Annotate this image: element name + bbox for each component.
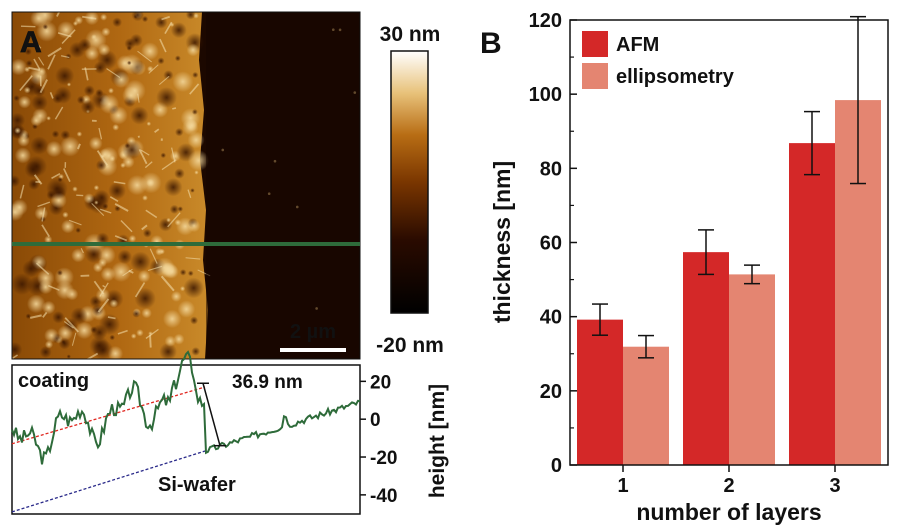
x-tick-label: 2 [723,475,734,497]
y-tick-label: 0 [551,455,562,477]
x-tick-label: 1 [617,475,628,497]
substrate-label: Si-wafer [158,474,236,496]
colorbar-max-label: 30 nm [380,23,441,46]
error-bar-AFM-1 [592,303,608,336]
profile-axis-label: height [nm] [426,384,449,498]
step-height-label: 36.9 nm [232,372,303,393]
profile-trace [11,350,361,465]
y-axis-label: thickness [nm] [489,161,515,323]
error-bar-ellipsometry-3 [850,15,866,185]
bar-AFM-2 [683,252,729,465]
profile-tick-label: 0 [370,410,381,431]
error-bar-ellipsometry-1 [638,334,654,359]
y-tick-label: 80 [540,158,562,180]
colorbar [390,50,429,314]
error-bar-ellipsometry-2 [744,264,760,285]
y-tick-label: 40 [540,307,562,329]
bar-AFM-1 [577,319,623,465]
y-tick-label: 100 [529,84,562,106]
profile-frame [11,364,361,515]
error-bar-AFM-2 [698,229,714,276]
profile-tick-label: 20 [370,372,391,393]
y-tick-label: 60 [540,233,562,255]
y-axis: 0 20 40 60 80 100 120 [529,10,577,477]
legend-swatch-ellipsometry [582,63,608,89]
plot-frame [569,19,889,466]
coating-baseline [11,386,206,445]
x-axis-label: number of layers [636,499,821,525]
panel-a-label: A [20,26,42,59]
bar-ellipsometry-2 [729,274,775,465]
profile-tick-label: -20 [370,448,397,469]
substrate-baseline [11,450,206,513]
bar-ellipsometry-1 [623,346,669,465]
y-tick-label: 20 [540,381,562,403]
legend-label-ellipsometry: ellipsometry [616,66,735,88]
profile-tick-label: -40 [370,486,397,507]
afm-image-frame [11,11,361,360]
error-bars [592,15,866,359]
afm-image [12,12,360,359]
panel-b-label: B [480,27,502,60]
scale-bar-label: 2 µm [290,321,336,343]
coating-label: coating [18,370,89,392]
step-height-marker [197,382,226,447]
colorbar-min-label: -20 nm [376,334,444,357]
height-profile: coating Si-wafer 36.9 nm 20 0 -20 -40 heigh… [11,350,449,515]
scale-bar: 2 µm [280,321,346,352]
legend-label-AFM: AFM [616,34,659,56]
profile-axis: 20 0 -20 -40 [360,372,397,507]
x-tick-label: 3 [829,475,840,497]
y-tick-label: 120 [529,10,562,32]
bar-chart [577,100,881,465]
error-bar-AFM-3 [804,110,820,176]
bar-AFM-3 [789,143,835,465]
legend: AFM ellipsometry [582,31,735,89]
x-axis: 1 2 3 [617,465,841,497]
legend-swatch-AFM [582,31,608,57]
